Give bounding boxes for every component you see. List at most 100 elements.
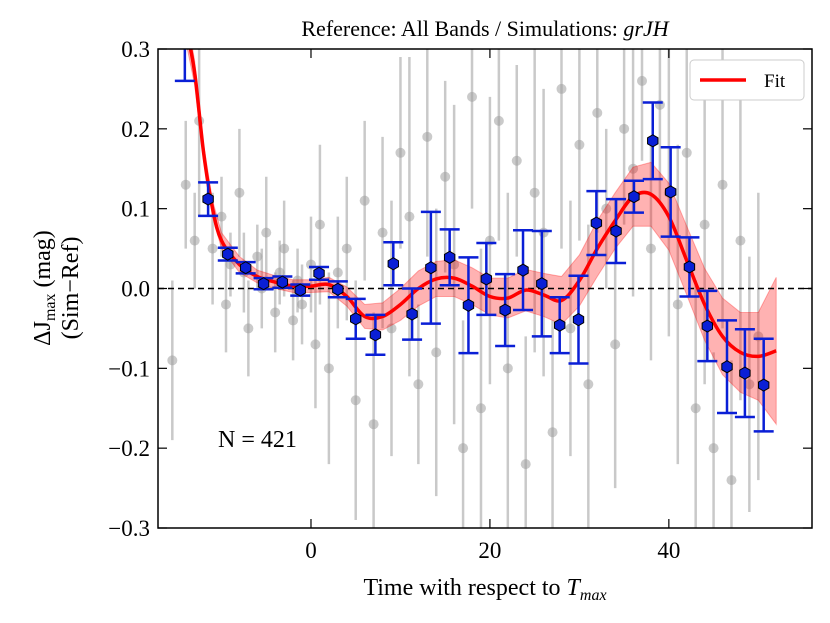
ylabel-line1: ΔJmax (mag) bbox=[30, 230, 59, 346]
binned-point bbox=[202, 192, 214, 206]
scatter-point bbox=[252, 251, 263, 262]
y-tick-label: −0.3 bbox=[108, 516, 150, 541]
scatter-point bbox=[368, 419, 379, 430]
binned-point bbox=[222, 247, 234, 261]
binned-point bbox=[610, 224, 622, 238]
scatter-point bbox=[601, 203, 612, 214]
scatter-point bbox=[583, 379, 594, 390]
scatter-point bbox=[234, 187, 245, 198]
scatter-point bbox=[610, 339, 621, 350]
binned-point bbox=[332, 282, 344, 296]
binned-point bbox=[480, 272, 493, 286]
scatter-point bbox=[270, 307, 281, 318]
ylabel-line2: (Sim−Ref) bbox=[58, 237, 84, 340]
scatter-point bbox=[288, 315, 299, 326]
annotation: N = 421 bbox=[218, 427, 297, 453]
y-tick-label: 0.3 bbox=[121, 37, 150, 62]
scatter-point bbox=[637, 75, 648, 86]
binned-point bbox=[739, 366, 751, 380]
binned-errorbar bbox=[174, 49, 195, 83]
scatter-point bbox=[475, 403, 486, 414]
scatter-point bbox=[359, 195, 370, 206]
scatter-point bbox=[538, 227, 549, 238]
legend-box bbox=[689, 59, 805, 101]
scatter-point bbox=[619, 123, 630, 134]
scatter-point bbox=[699, 219, 710, 230]
scatter-point bbox=[297, 299, 308, 310]
binned-point bbox=[628, 190, 640, 204]
scatter-point bbox=[207, 243, 218, 254]
scatter-point bbox=[395, 147, 406, 158]
scatter-point bbox=[377, 227, 388, 238]
ylabel-subscript: max bbox=[42, 293, 59, 321]
binned-point bbox=[701, 319, 714, 333]
binned-point bbox=[350, 312, 362, 326]
xlabel-text: Time with respect to bbox=[363, 575, 560, 601]
scatter-point bbox=[520, 459, 531, 470]
y-tick-label: −0.2 bbox=[108, 436, 150, 461]
binned-point bbox=[683, 260, 696, 274]
scatter-point bbox=[279, 243, 290, 254]
scatter-point bbox=[310, 339, 321, 350]
axes: −0.3 −0.2 −0.1 0.0 0.1 0.2 0.3 0 20 40 Fit bbox=[108, 37, 812, 563]
scatter-point bbox=[189, 235, 200, 246]
binned-point bbox=[757, 378, 770, 392]
plot-area bbox=[158, 27, 812, 528]
binned-point bbox=[572, 313, 585, 327]
legend-label: Fit bbox=[764, 71, 786, 92]
scatter-point bbox=[350, 395, 361, 406]
plot-frame bbox=[157, 48, 813, 529]
scatter-point bbox=[628, 163, 639, 174]
binned-point bbox=[590, 216, 603, 230]
chart-title: Reference: All Bands / Simulations: grJH bbox=[301, 16, 669, 41]
scatter-point bbox=[431, 347, 442, 358]
scatter-point bbox=[261, 227, 272, 238]
xlabel-symbol: T bbox=[567, 575, 582, 601]
scatter-point bbox=[413, 379, 424, 390]
scatter-point bbox=[690, 403, 701, 414]
scatter-point bbox=[332, 267, 343, 278]
binned-point bbox=[536, 277, 548, 291]
xlabel-subscript: max bbox=[580, 587, 607, 604]
binned-point bbox=[554, 318, 566, 332]
y-tick-label: 0.1 bbox=[121, 197, 150, 222]
y-tick-label: −0.1 bbox=[108, 356, 150, 381]
scatter-point bbox=[735, 235, 746, 246]
scatter-point bbox=[529, 187, 540, 198]
scatter-point bbox=[511, 155, 522, 166]
scatter-point bbox=[292, 275, 303, 286]
scatter-point bbox=[556, 83, 567, 94]
title-emph: grJH bbox=[623, 16, 669, 41]
binned-point bbox=[313, 266, 325, 280]
scatter-point bbox=[274, 267, 285, 278]
binned-point bbox=[257, 277, 270, 291]
binned-point bbox=[369, 328, 382, 342]
scatter-point bbox=[744, 379, 755, 390]
scatter-point bbox=[681, 147, 692, 158]
y-tick-label: 0.2 bbox=[121, 117, 150, 142]
y-tick-label: 0.0 bbox=[121, 277, 150, 302]
binned-point bbox=[425, 261, 437, 275]
binned-point bbox=[517, 263, 529, 277]
x-tick-label: 20 bbox=[478, 538, 501, 563]
ylabel-symbol: ΔJ bbox=[30, 321, 56, 346]
scatter-point bbox=[502, 363, 513, 374]
scatter-point bbox=[404, 211, 415, 222]
binned-point bbox=[462, 298, 475, 312]
x-axis-label: Time with respect to Tmax bbox=[363, 575, 606, 604]
scatter-point bbox=[493, 115, 504, 126]
scatter-point bbox=[243, 323, 254, 334]
scatter-point bbox=[440, 171, 451, 182]
scatter-point bbox=[574, 139, 585, 150]
scatter-point bbox=[216, 211, 227, 222]
binned-point bbox=[294, 283, 306, 297]
ylabel-unit: (mag) bbox=[30, 230, 56, 287]
scatter-point bbox=[341, 243, 352, 254]
binned-point bbox=[180, 27, 190, 39]
scatter-point bbox=[422, 131, 433, 142]
scatter-point bbox=[592, 107, 603, 118]
y-axis-label: ΔJmax (mag) (Sim−Ref) bbox=[30, 230, 84, 346]
scatter-point bbox=[386, 323, 397, 334]
scatter-point bbox=[180, 179, 191, 190]
